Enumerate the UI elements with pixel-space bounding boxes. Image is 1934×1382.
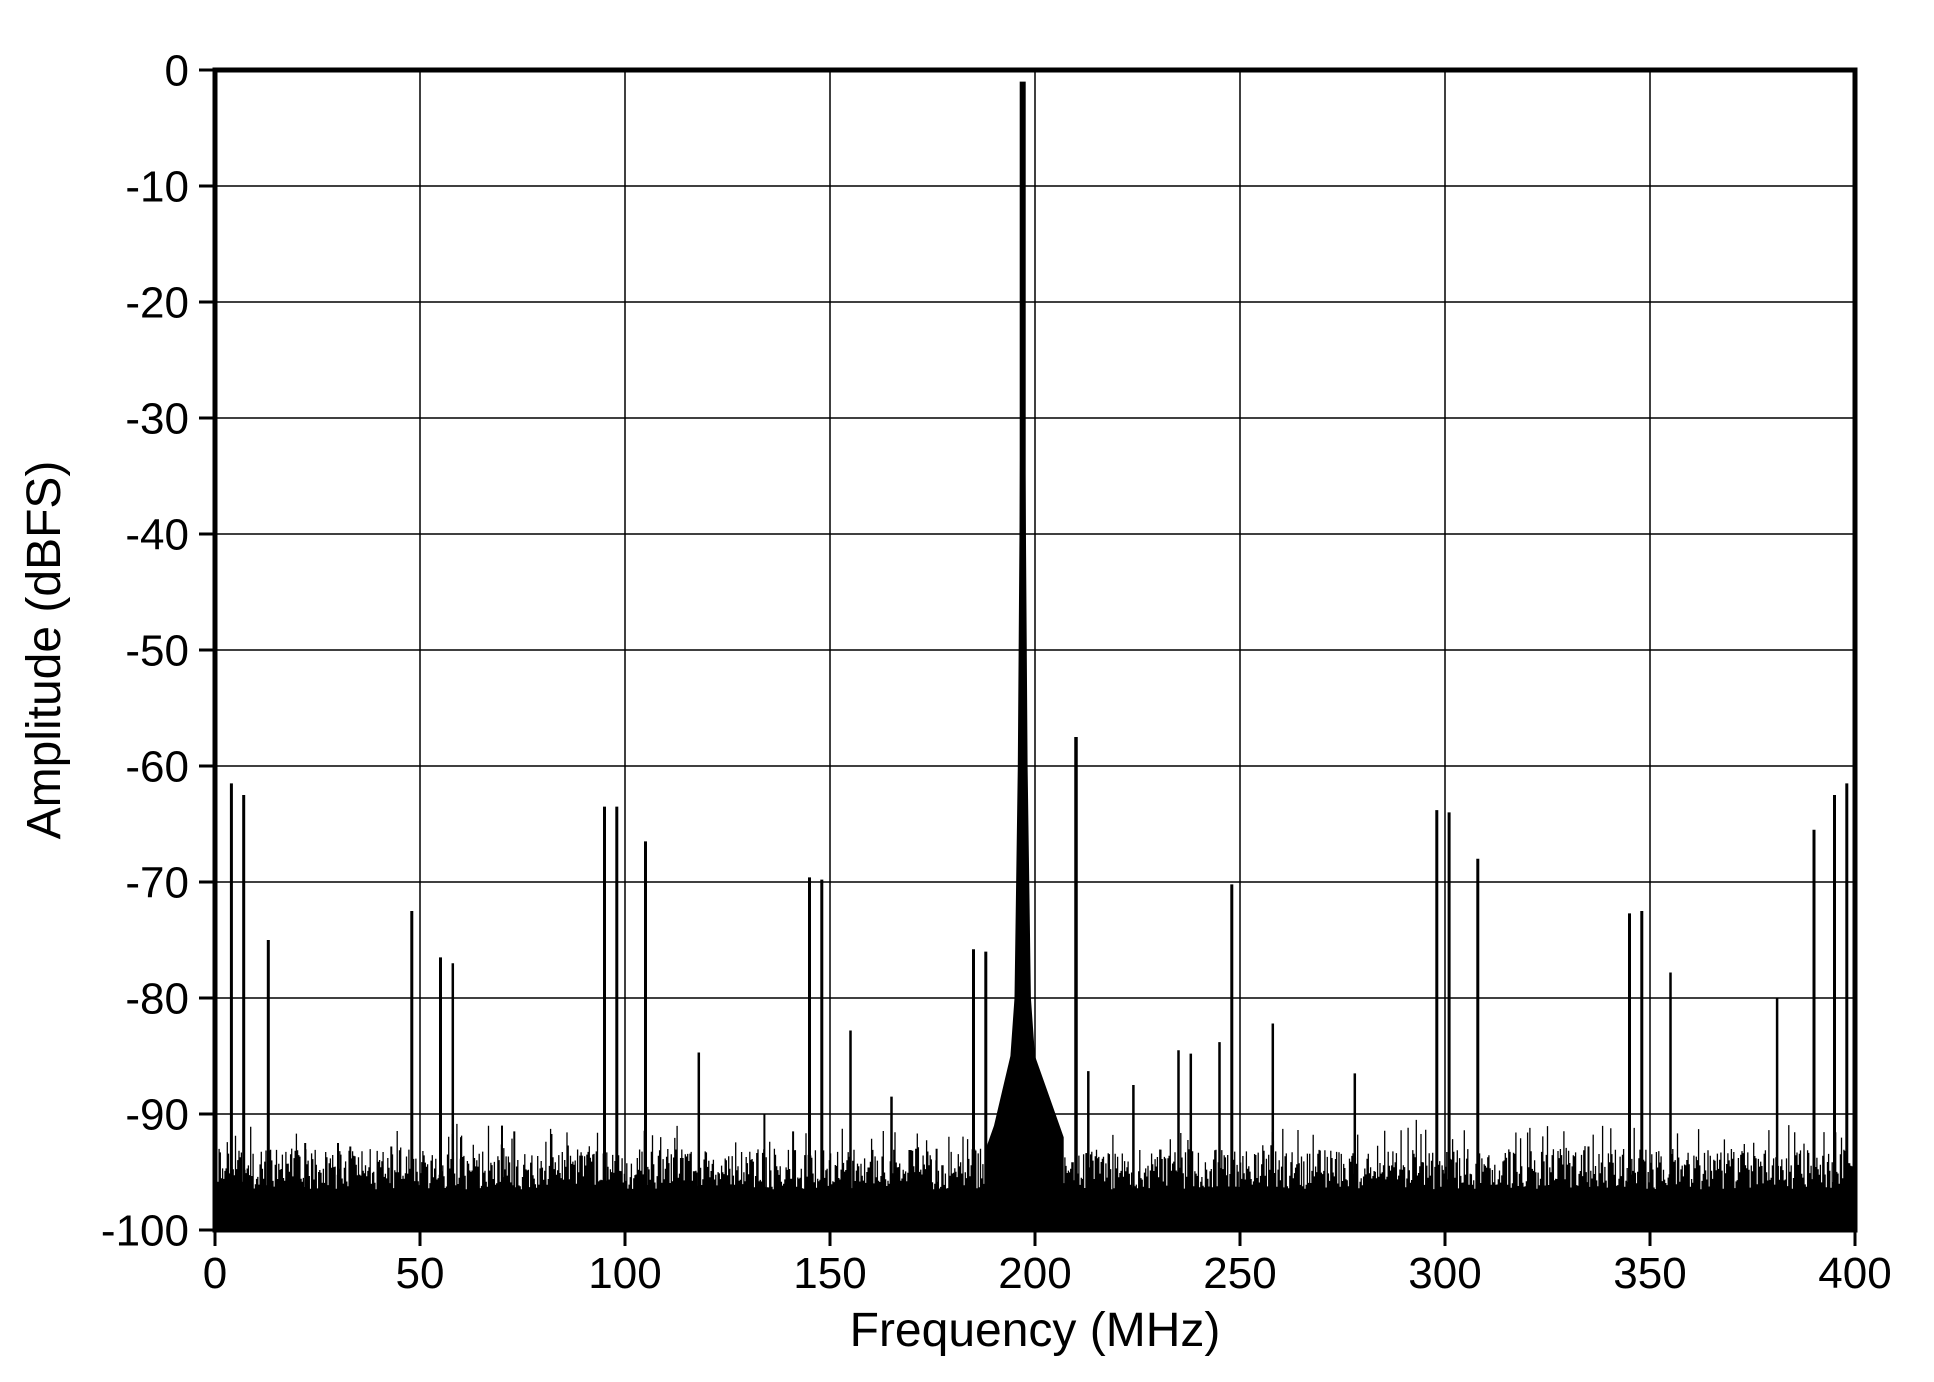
x-tick-label: 300 — [1408, 1249, 1481, 1298]
x-tick-label: 200 — [998, 1249, 1071, 1298]
y-tick-label: -50 — [125, 626, 189, 675]
x-tick-label: 350 — [1613, 1249, 1686, 1298]
y-tick-label: -70 — [125, 858, 189, 907]
x-tick-label: 100 — [588, 1249, 661, 1298]
x-axis-label: Frequency (MHz) — [850, 1304, 1221, 1357]
y-tick-label: -80 — [125, 974, 189, 1023]
x-tick-label: 400 — [1818, 1249, 1891, 1298]
x-tick-label: 0 — [203, 1249, 227, 1298]
fft-spectrum-chart: 0 50 100 150 200 250 300 350 400 0 -10 -20 -30 -40 -50… — [0, 0, 1934, 1382]
x-tick-label: 50 — [396, 1249, 445, 1298]
y-tick-label: -20 — [125, 278, 189, 327]
y-tick-label: 0 — [165, 46, 189, 95]
y-tick-label: -10 — [125, 162, 189, 211]
y-tick-label: -90 — [125, 1090, 189, 1139]
x-tick-label: 250 — [1203, 1249, 1276, 1298]
y-axis-label: Amplitude (dBFS) — [18, 461, 71, 840]
x-tick-label: 150 — [793, 1249, 866, 1298]
chart-svg: 0 50 100 150 200 250 300 350 400 0 -10 -20 -30 -40 -50… — [0, 0, 1934, 1382]
y-tick-label: -100 — [101, 1206, 189, 1255]
y-tick-label: -60 — [125, 742, 189, 791]
y-tick-label: -30 — [125, 394, 189, 443]
y-tick-label: -40 — [125, 510, 189, 559]
